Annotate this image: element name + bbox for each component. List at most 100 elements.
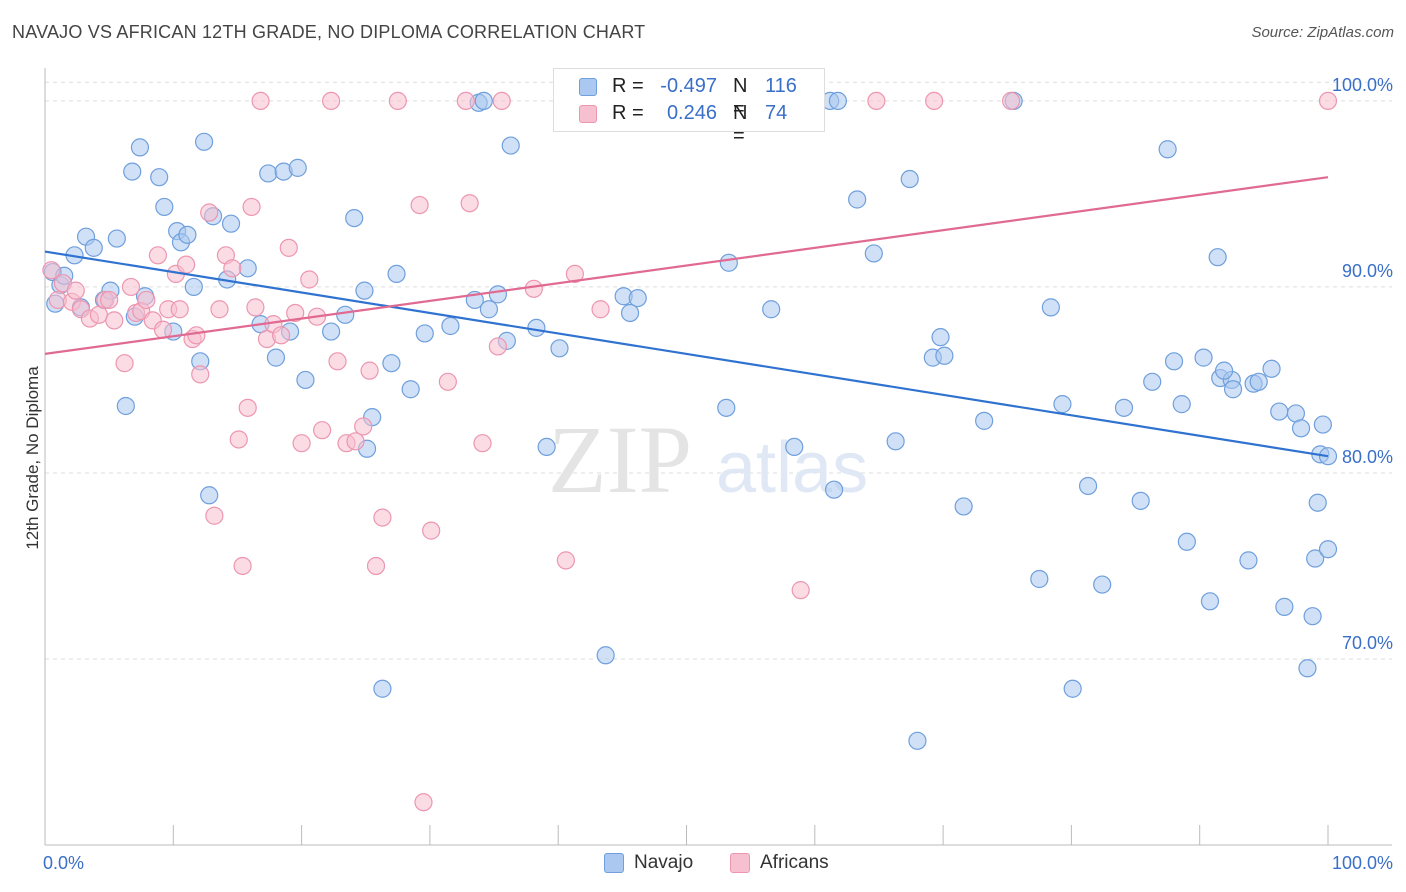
data-point-africans [867, 91, 886, 111]
data-point-navajo [107, 229, 126, 248]
data-point-africans [925, 91, 944, 111]
data-point-africans [200, 203, 219, 222]
data-point-navajo [1172, 395, 1191, 414]
africans-swatch [730, 853, 750, 873]
tick-labels: 100.0% 90.0% 80.0% 70.0% 0.0% 100.0% [43, 75, 1393, 873]
chart-source: Source: ZipAtlas.com [1251, 24, 1394, 41]
data-point-navajo [259, 164, 278, 183]
data-point-africans [279, 238, 298, 257]
data-point-navajo [1131, 491, 1150, 510]
data-point-navajo [200, 486, 219, 505]
legend-label-africans: Africans [760, 852, 829, 873]
legend-r-value: 0.246 [666, 102, 717, 124]
data-point-navajo [150, 168, 169, 187]
data-point-navajo [501, 136, 520, 155]
data-point-navajo [401, 380, 420, 399]
data-point-africans [456, 91, 475, 111]
data-point-africans [246, 298, 265, 317]
data-point-africans [100, 290, 119, 310]
data-point-navajo [474, 91, 493, 111]
data-point-africans [292, 434, 311, 453]
data-point-navajo [824, 480, 844, 499]
data-point-navajo [178, 225, 197, 244]
data-point-africans [42, 261, 61, 280]
data-point-africans [105, 311, 124, 330]
data-point-africans [422, 521, 441, 540]
correlation-legend: R = -0.497 N = 116 R = 0.246 N = 74 [553, 68, 825, 147]
data-point-navajo [1306, 549, 1325, 568]
data-point-africans [373, 508, 392, 527]
data-point-africans [121, 277, 141, 297]
data-point-navajo [1214, 361, 1234, 380]
data-point-navajo [628, 288, 647, 308]
data-point-navajo [1177, 532, 1196, 551]
data-point-navajo [717, 398, 736, 417]
data-point-africans [271, 326, 291, 345]
data-point-africans [556, 551, 575, 570]
series-africans [42, 91, 1338, 812]
data-point-navajo [1078, 476, 1098, 496]
data-point-africans [148, 246, 168, 265]
data-point-africans [223, 259, 242, 278]
legend-r-label: R = [612, 75, 644, 97]
data-point-navajo [1275, 597, 1294, 616]
x-tick-label: 0.0% [43, 853, 84, 873]
data-point-africans [414, 793, 433, 812]
data-point-africans [492, 91, 511, 111]
data-point-africans [366, 556, 386, 576]
data-point-africans [524, 279, 543, 298]
data-point-navajo [1114, 398, 1134, 417]
data-point-navajo [336, 305, 355, 324]
data-point-navajo [415, 324, 434, 343]
data-point-africans [137, 290, 156, 310]
trend-line-africans [44, 176, 1329, 355]
data-point-africans [328, 352, 347, 371]
data-point-africans [238, 398, 257, 417]
data-point-navajo [719, 253, 738, 272]
data-point-navajo [954, 497, 973, 516]
data-point-africans [1318, 91, 1338, 111]
data-point-navajo [1223, 380, 1243, 399]
data-point-africans [177, 255, 196, 274]
data-point-africans [346, 432, 365, 451]
data-point-navajo [155, 197, 174, 217]
x-tick-label: 100.0% [1332, 853, 1393, 873]
data-point-navajo [1298, 659, 1317, 678]
data-point-africans [187, 326, 206, 345]
data-point-navajo [828, 91, 847, 111]
data-point-africans [170, 300, 189, 319]
data-point-navajo [194, 132, 214, 151]
navajo-swatch [604, 853, 624, 873]
data-point-navajo [345, 208, 364, 228]
watermark: ZIP atlas [548, 406, 868, 513]
data-point-navajo [1208, 248, 1227, 267]
data-point-africans [354, 417, 373, 436]
data-point-africans [360, 361, 379, 380]
data-point-africans [1001, 91, 1021, 111]
data-point-navajo [935, 346, 954, 365]
data-point-navajo [620, 303, 640, 323]
data-point-navajo [296, 370, 315, 390]
data-point-africans [488, 337, 507, 356]
data-point-navajo [1194, 348, 1213, 367]
data-point-navajo [322, 322, 341, 341]
data-point-navajo [1318, 540, 1338, 559]
data-point-navajo [288, 158, 307, 177]
data-point-navajo [84, 238, 103, 257]
data-point-africans [242, 197, 261, 217]
data-point-navajo [1308, 493, 1327, 512]
data-point-africans [233, 556, 252, 576]
legend-r-value: -0.497 [660, 75, 717, 97]
data-point-navajo [537, 437, 556, 457]
data-point-navajo [931, 328, 950, 347]
y-tick-label: 70.0% [1342, 633, 1393, 653]
y-axis-label: 12th Grade, No Diploma [23, 366, 42, 550]
data-point-navajo [1030, 569, 1049, 589]
data-point-navajo [1270, 402, 1289, 421]
watermark-zip: ZIP [548, 406, 692, 513]
data-point-navajo [848, 190, 867, 209]
y-tick-label: 100.0% [1332, 75, 1393, 95]
data-point-navajo [1063, 679, 1082, 698]
data-point-navajo [1041, 298, 1060, 317]
data-point-africans [229, 430, 248, 449]
